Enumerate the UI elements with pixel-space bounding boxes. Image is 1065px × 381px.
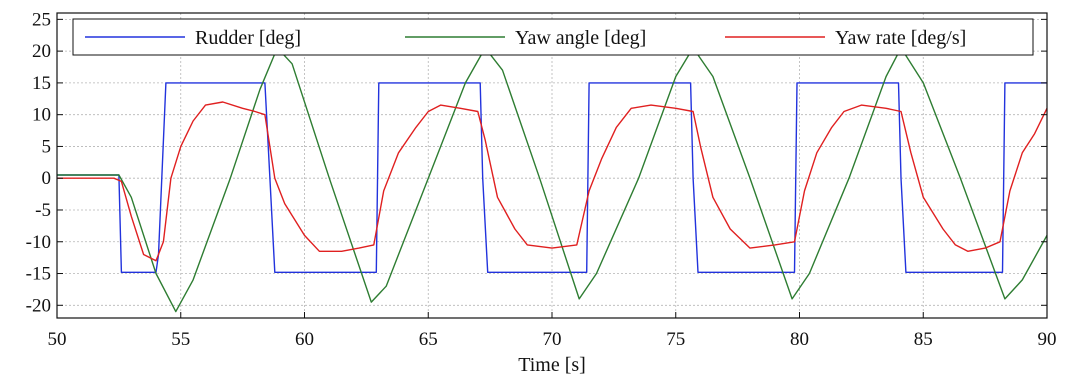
x-tick-label: 55 [171,329,190,350]
legend-box [72,18,1034,56]
y-tick-label: 15 [32,73,51,94]
legend: Rudder [deg] Yaw angle [deg] Yaw rate [deg… [72,18,1034,56]
legend-items: Rudder [deg] Yaw angle [deg] Yaw rate [deg… [85,27,966,49]
y-tick-label: 10 [32,105,51,126]
ticks: 50 55 60 65 70 75 80 85 90 -20 -15 -10 -5 0 5 10 15 20 25 [26,9,1057,350]
x-tick-label: 65 [419,329,438,350]
x-tick-label: 60 [295,329,314,350]
x-tick-label: 85 [914,329,933,350]
x-tick-label: 70 [543,329,562,350]
series-line-1 [57,47,1048,313]
y-tick-label: -5 [35,200,51,221]
x-tick-label: 90 [1038,329,1057,350]
y-tick-label: 5 [42,136,52,157]
legend-label-0: Rudder [deg] [195,27,301,49]
x-tick-label: 80 [790,329,809,350]
legend-label-2: Yaw rate [deg/s] [835,27,966,49]
legend-label-1: Yaw angle [deg] [515,27,646,49]
y-tick-label: 25 [32,9,51,30]
y-tick-label: -15 [26,264,51,285]
x-axis-label: Time [s] [518,354,586,376]
series-line-2 [57,101,1048,262]
y-tick-label: -10 [26,232,51,253]
y-tick-label: 0 [42,168,52,189]
y-tick-label: 20 [32,41,51,62]
x-tick-label: 50 [48,329,67,350]
series-line-0 [57,82,1047,273]
y-tick-label: -20 [26,295,51,316]
series-group [57,47,1048,313]
x-tick-label: 75 [666,329,685,350]
